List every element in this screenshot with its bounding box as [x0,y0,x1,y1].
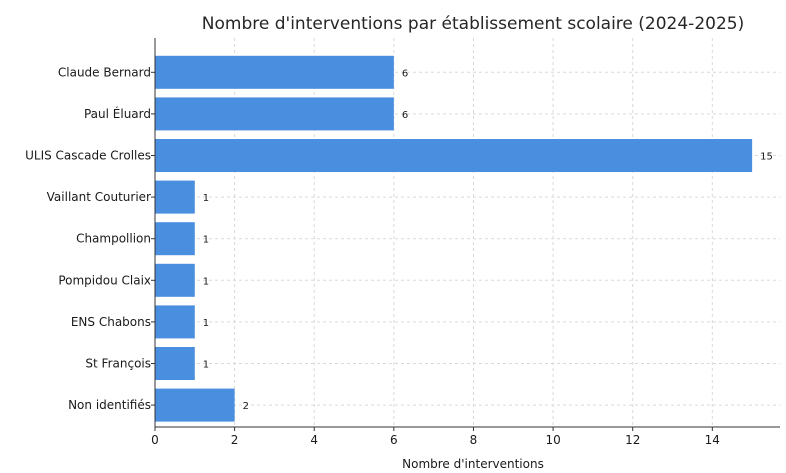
category-label: Champollion [76,232,151,246]
value-label: 6 [402,68,408,79]
x-tick-label: 4 [310,433,318,447]
value-label: 1 [203,318,209,329]
bar [155,97,394,131]
x-axis-label: Nombre d'interventions [402,457,544,471]
category-label: Paul Éluard [84,106,151,121]
x-tick-label: 14 [705,433,720,447]
category-label: ULIS Cascade Crolles [25,149,151,163]
bar [155,347,195,380]
x-tick-label: 8 [470,433,478,447]
value-label: 1 [203,193,209,204]
bar [155,305,195,339]
bar [155,388,235,422]
bar [155,263,195,297]
value-label: 6 [402,110,408,121]
category-label: Claude Bernard [58,65,151,79]
value-label: 1 [203,235,209,246]
value-label: 1 [203,276,209,287]
category-label: Non identifiés [68,398,151,412]
x-tick-label: 12 [625,433,640,447]
x-tick-label: 6 [390,433,398,447]
x-tick-label: 2 [231,433,239,447]
chart-title: Nombre d'interventions par établissement… [202,14,744,34]
category-label: Vaillant Couturier [47,190,151,204]
bar [155,139,753,172]
bar [155,222,195,256]
x-ticks: 0 2 4 6 8 10 12 14 [151,71,720,447]
grid-lines [154,38,780,427]
x-tick-label: 0 [151,433,159,447]
value-label: 1 [203,360,209,371]
category-label: ENS Chabons [71,315,151,329]
value-labels: 6 6 15 1 1 1 1 1 2 [203,68,773,412]
value-label: 2 [243,401,249,412]
bar [155,55,394,89]
category-label: Pompidou Claix [58,273,151,287]
bar [155,180,195,214]
bars [155,55,753,422]
value-label: 15 [760,152,773,163]
category-label: St François [85,357,151,371]
category-labels: Claude Bernard Paul Éluard ULIS Cascade Cr… [25,65,151,412]
x-tick-label: 10 [545,433,560,447]
